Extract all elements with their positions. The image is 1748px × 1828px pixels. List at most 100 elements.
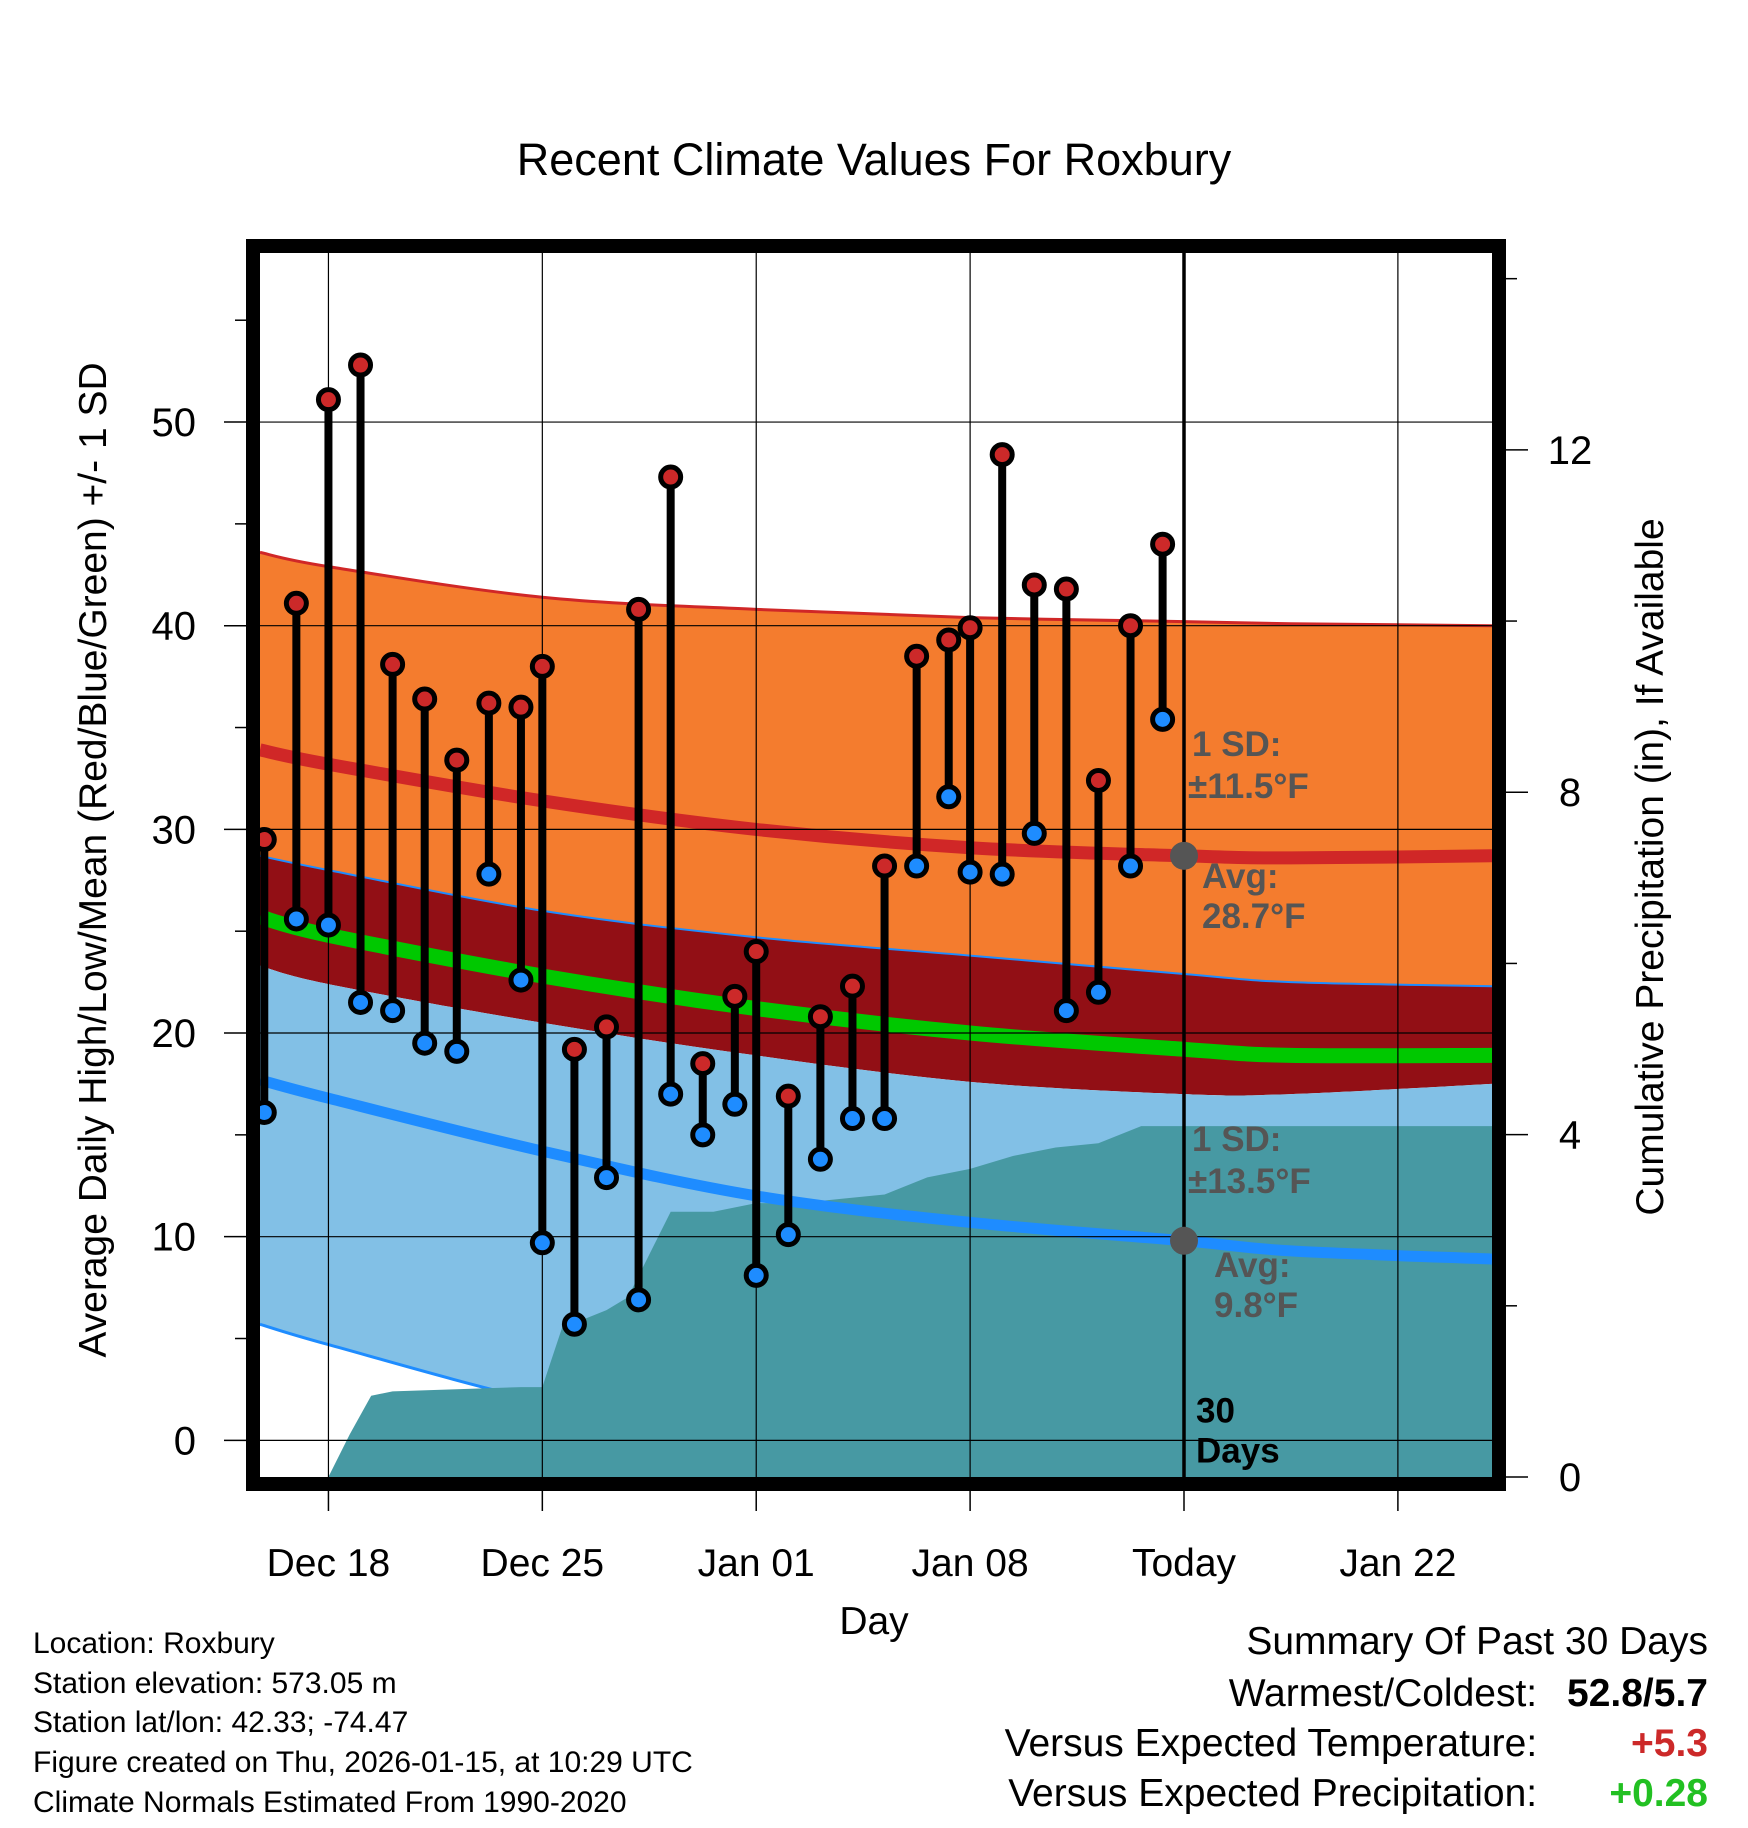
y-tick-label: 20	[152, 1012, 197, 1056]
high-temp-point	[989, 442, 1015, 468]
high-temp-point	[444, 747, 470, 773]
low-temp-point	[690, 1122, 716, 1148]
low-temp-point	[839, 1106, 865, 1132]
info-latlon: Station lat/lon: 42.33; -74.47	[33, 1706, 409, 1739]
low-temp-point	[872, 1106, 898, 1132]
high-avg-value: 28.7°F	[1202, 897, 1306, 936]
y2-axis-label: Cumulative Precipitation (in), If Availa…	[1629, 518, 1672, 1215]
y2-tick-label: 4	[1559, 1114, 1581, 1158]
high-sd-value: ±11.5°F	[1188, 767, 1309, 806]
high-temp-point	[658, 464, 684, 490]
high-sd-lower-line	[260, 854, 1492, 988]
high-temp-point	[957, 615, 983, 641]
summary-precip-label: Versus Expected Precipitation:	[1008, 1772, 1538, 1815]
high-temp-point	[348, 352, 374, 378]
y2-tick-label: 8	[1559, 771, 1581, 815]
low-temp-point	[807, 1146, 833, 1172]
y-axis-label: Average Daily High/Low/Mean (Red/Blue/Gr…	[72, 362, 115, 1357]
y-tick-label: 30	[152, 808, 197, 852]
low-temp-point	[1085, 979, 1111, 1005]
summary-warmest-row: Warmest/Coldest: 52.8/5.7	[1229, 1672, 1708, 1716]
summary-warmest-value: 52.8/5.7	[1567, 1672, 1708, 1715]
x-tick-label: Jan 01	[698, 1542, 815, 1585]
low-temp-point	[936, 784, 962, 810]
low-temp-point	[626, 1287, 652, 1313]
high-temp-point	[722, 983, 748, 1009]
low-temp-point	[989, 861, 1015, 887]
low-temp-point	[348, 989, 374, 1015]
summary-precip-row: Versus Expected Precipitation: +0.28	[1008, 1772, 1708, 1816]
info-elevation: Station elevation: 573.05 m	[33, 1667, 397, 1700]
y-tick-label: 0	[174, 1419, 196, 1463]
high-temp-point	[508, 694, 534, 720]
y-tick-label: 10	[152, 1216, 197, 1260]
high-avg-marker	[1170, 841, 1198, 870]
low-temp-point	[260, 1099, 277, 1125]
low-avg-marker	[1170, 1226, 1198, 1255]
low-avg-value: 9.8°F	[1214, 1286, 1298, 1325]
high-temp-point	[626, 596, 652, 622]
high-sd-label: 1 SD:	[1192, 725, 1281, 764]
low-temp-point	[412, 1030, 438, 1056]
low-temp-point	[658, 1081, 684, 1107]
today-label-line2: Days	[1196, 1431, 1280, 1470]
y-tick-label: 50	[152, 401, 197, 445]
high-avg-line	[260, 743, 1492, 865]
high-temp-point	[807, 1004, 833, 1030]
low-temp-point	[380, 998, 406, 1024]
low-temp-point	[283, 906, 309, 932]
chart-title: Recent Climate Values For Roxbury	[517, 134, 1232, 185]
high-temp-point	[690, 1051, 716, 1077]
high-temp-point	[872, 853, 898, 879]
low-temp-point	[444, 1038, 470, 1064]
high-temp-point	[1053, 576, 1079, 602]
low-temp-point	[315, 912, 341, 938]
x-tick-label: Dec 25	[481, 1542, 605, 1585]
mean-line	[260, 909, 1492, 1064]
x-tick-label: Jan 08	[912, 1542, 1029, 1585]
high-temp-point	[775, 1083, 801, 1109]
high-temp-point	[904, 643, 930, 669]
high-avg-label: Avg:	[1202, 857, 1278, 896]
low-temp-point	[1021, 820, 1047, 846]
summary-warmest-label: Warmest/Coldest:	[1228, 1672, 1538, 1715]
high-temp-point	[1118, 613, 1144, 639]
high-temp-point	[529, 653, 555, 679]
info-normals: Climate Normals Estimated From 1990-2020	[33, 1786, 627, 1819]
low-temp-point	[743, 1262, 769, 1288]
low-temp-point	[594, 1165, 619, 1191]
high-temp-point	[594, 1014, 619, 1040]
high-temp-point	[412, 686, 438, 712]
high-sd-upper-line	[260, 550, 1492, 628]
low-temp-point	[508, 967, 534, 993]
high-temp-point	[1150, 531, 1176, 557]
high-temp-point	[380, 651, 406, 677]
summary-temp-row: Versus Expected Temperature: +5.3	[1005, 1722, 1708, 1766]
x-tick-label: Jan 22	[1339, 1542, 1456, 1585]
high-temp-point	[315, 387, 341, 413]
low-temp-point	[722, 1091, 748, 1117]
summary-temp-label: Versus Expected Temperature:	[1004, 1722, 1538, 1765]
low-temp-point	[1150, 706, 1176, 732]
high-temp-point	[1021, 572, 1047, 598]
low-temp-point	[476, 861, 502, 887]
high-temp-point	[936, 627, 962, 653]
low-temp-point	[529, 1230, 555, 1256]
high-temp-point	[260, 827, 277, 853]
high-temp-point	[1085, 767, 1111, 793]
x-axis-label: Day	[839, 1600, 909, 1643]
high-temp-point	[561, 1036, 587, 1062]
low-avg-line	[260, 1074, 1492, 1265]
summary-precip-value: +0.28	[1609, 1772, 1708, 1815]
low-temp-point	[1118, 853, 1144, 879]
y2-tick-label: 0	[1559, 1456, 1581, 1500]
x-tick-label: Today	[1132, 1542, 1237, 1585]
info-created: Figure created on Thu, 2026-01-15, at 10…	[33, 1746, 693, 1779]
summary-temp-value: +5.3	[1631, 1722, 1708, 1765]
x-tick-label: Dec 18	[267, 1542, 391, 1585]
info-location: Location: Roxbury	[33, 1627, 275, 1660]
low-avg-label: Avg:	[1214, 1246, 1290, 1285]
low-temp-point	[561, 1311, 587, 1337]
high-temp-point	[839, 973, 865, 999]
